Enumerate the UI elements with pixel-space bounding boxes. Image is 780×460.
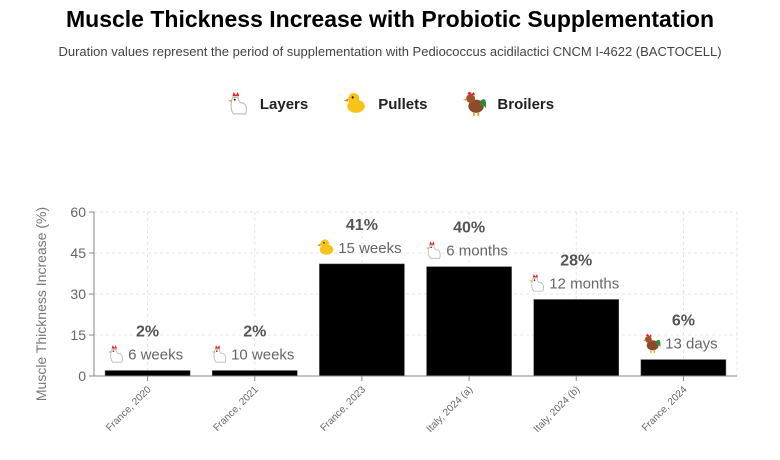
chart-title: Muscle Thickness Increase with Probiotic…	[66, 6, 714, 32]
y-tick-label: 15	[70, 327, 86, 343]
legend-label: Pullets	[378, 95, 428, 113]
y-axis-label: Muscle Thickness Increase (%)	[33, 207, 49, 401]
duration-label: 10 weeks	[231, 347, 294, 364]
x-tick-label: France, 2024	[640, 384, 690, 434]
duration-label: 15 weeks	[338, 240, 401, 257]
legend-label: Broilers	[497, 95, 555, 113]
value-label: 28%	[560, 252, 592, 269]
legend-item-layers[interactable]: Layers	[226, 92, 308, 116]
chart-subtitle: Duration values represent the period of …	[58, 44, 722, 59]
legend: Layers Pullets Broilers	[0, 92, 780, 116]
value-label: 2%	[243, 324, 266, 341]
y-tick-label: 30	[70, 286, 86, 302]
y-tick-label: 45	[70, 245, 86, 261]
chick-icon	[317, 239, 334, 255]
bar[interactable]	[640, 359, 727, 377]
hen-icon	[108, 345, 123, 363]
bar[interactable]	[533, 299, 619, 377]
x-tick-label: Italy, 2024 (a)	[425, 384, 475, 434]
bar[interactable]	[212, 370, 298, 377]
hen-icon	[426, 241, 441, 259]
chick-icon	[344, 93, 366, 113]
duration-label: 6 months	[446, 243, 508, 260]
rooster-icon	[642, 333, 661, 353]
y-tick-label: 0	[78, 368, 86, 384]
y-tick-label: 60	[70, 204, 86, 220]
x-tick-label: France, 2020	[104, 384, 154, 434]
duration-label: 6 weeks	[128, 347, 183, 364]
legend-item-pullets[interactable]: Pullets	[344, 92, 427, 116]
bar[interactable]	[426, 266, 512, 377]
hen-icon	[529, 274, 544, 292]
value-label: 2%	[136, 324, 159, 341]
legend-label: Layers	[259, 95, 309, 113]
legend-item-broilers[interactable]: Broilers	[463, 92, 554, 116]
value-label: 40%	[453, 220, 485, 237]
duration-label: 12 months	[549, 275, 619, 292]
x-tick-label: France, 2021	[211, 384, 261, 434]
duration-label: 13 days	[665, 336, 718, 353]
value-label: 41%	[346, 217, 378, 234]
hen-icon	[227, 92, 247, 115]
bar[interactable]	[319, 263, 405, 377]
value-label: 6%	[672, 313, 695, 330]
bar[interactable]	[104, 370, 191, 377]
x-tick-label: Italy, 2024 (b)	[532, 384, 582, 434]
rooster-icon	[463, 92, 487, 116]
x-tick-label: France, 2023	[319, 384, 369, 434]
hen-icon	[211, 345, 227, 363]
